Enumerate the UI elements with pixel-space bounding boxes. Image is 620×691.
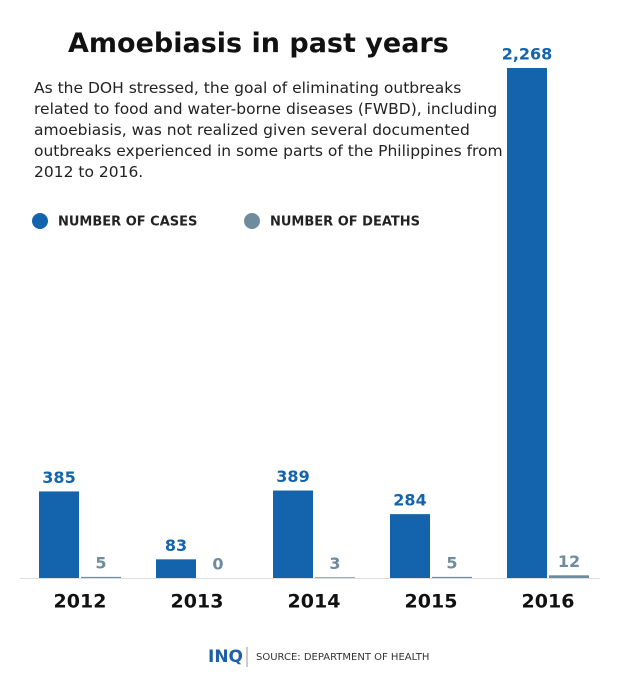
bar [390,514,430,578]
x-tick-label: 2014 [288,591,341,613]
legend-label: NUMBER OF CASES [58,215,197,230]
x-tick-label: 2015 [405,591,458,613]
bar [39,491,79,578]
x-tick-label: 2013 [171,591,224,613]
bar [156,559,196,578]
value-label: 284 [393,491,426,510]
chart-title: Amoebiasis in past years [68,28,449,59]
legend-marker [32,213,48,229]
bar [432,576,472,578]
value-label: 385 [42,468,75,487]
bar [315,577,355,578]
value-label: 0 [212,555,223,574]
value-label: 3 [329,554,340,573]
value-label: 5 [95,553,106,572]
legend-label: NUMBER OF DEATHS [270,215,420,230]
value-label: 12 [558,552,580,571]
x-tick-label: 2012 [54,591,107,613]
value-label: 2,268 [502,45,553,64]
legend-marker [244,213,260,229]
logo: INQ [208,647,243,667]
value-label: 389 [276,467,309,486]
value-label: 5 [446,553,457,572]
bar [549,575,589,578]
chart-subtitle: As the DOH stressed, the goal of elimina… [34,79,503,181]
bar [81,576,121,578]
value-label: 83 [165,536,187,555]
bar [273,490,313,578]
source: SOURCE: DEPARTMENT OF HEALTH [256,652,429,663]
x-tick-label: 2016 [522,591,575,613]
bar [507,68,547,578]
